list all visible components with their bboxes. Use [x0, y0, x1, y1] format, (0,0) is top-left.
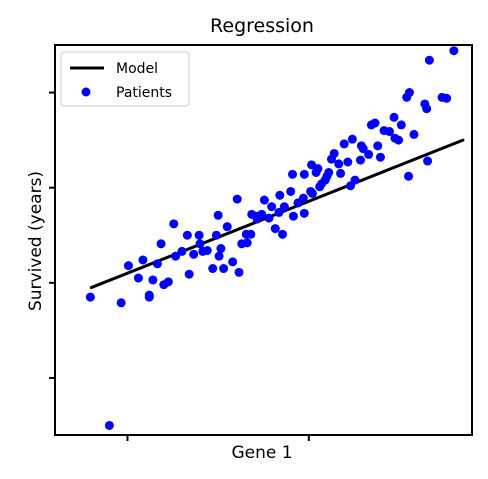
scatter-point	[334, 159, 344, 169]
scatter-point	[422, 104, 432, 114]
scatter-point	[232, 194, 242, 204]
scatter-point	[228, 257, 238, 267]
scatter-point	[234, 267, 244, 277]
scatter-point	[156, 239, 166, 249]
scatter-point	[104, 420, 114, 430]
scatter-point	[288, 169, 298, 179]
scatter-point	[274, 207, 284, 217]
scatter-point	[347, 134, 357, 144]
legend-patients-label: Patients	[116, 85, 172, 101]
scatter-point	[270, 224, 280, 234]
scatter-point	[373, 141, 383, 151]
scatter-point	[213, 210, 223, 220]
scatter-point	[336, 168, 346, 178]
scatter-point	[449, 46, 459, 56]
legend-patients-swatch	[81, 87, 91, 97]
scatter-point	[299, 169, 309, 179]
scatter-point	[123, 261, 133, 271]
scatter-point	[370, 118, 380, 128]
scatter-point	[195, 239, 205, 249]
scatter-point	[355, 155, 365, 165]
scatter-point	[182, 230, 192, 240]
scatter-point	[148, 275, 158, 285]
scatter-point	[279, 202, 289, 212]
tick-layer	[49, 91, 310, 441]
legend-box	[60, 51, 190, 107]
scatter-point	[288, 211, 298, 221]
scatter-point	[343, 157, 353, 167]
scatter-point	[389, 112, 399, 122]
scatter-point	[214, 251, 224, 261]
plot-layer	[85, 46, 465, 430]
scatter-point	[394, 135, 404, 145]
scatter-point	[198, 246, 208, 256]
scatter-point	[375, 152, 385, 162]
scatter-point	[404, 88, 414, 98]
scatter-point	[364, 149, 374, 159]
scatter-point	[350, 175, 360, 185]
scatter-point	[211, 230, 221, 240]
scatter-point	[286, 186, 296, 196]
scatter-point	[194, 230, 204, 240]
scatter-point	[177, 246, 187, 256]
scatter-point	[189, 249, 199, 259]
scatter-point	[219, 264, 229, 274]
scatter-point	[171, 251, 181, 261]
scatter-point	[404, 171, 414, 181]
scatter-point	[275, 190, 285, 200]
scatter-point	[339, 139, 349, 149]
scatter-point	[299, 208, 309, 218]
scatter-point	[216, 244, 226, 254]
scatter-point	[264, 213, 274, 223]
scatter-point	[442, 93, 452, 103]
scatter-point	[144, 292, 154, 302]
scatter-point	[237, 239, 247, 249]
scatter-point	[409, 129, 419, 139]
scatter-point	[396, 120, 406, 130]
scatter-point	[278, 229, 288, 239]
x-axis-label: Gene 1	[231, 443, 292, 463]
scatter-point	[329, 148, 339, 158]
scatter-point	[163, 277, 173, 287]
scatter-point	[208, 264, 218, 274]
scatter-point	[322, 171, 332, 181]
scatter-point	[85, 292, 95, 302]
plot-frame	[54, 44, 473, 436]
scatter-point	[116, 298, 126, 308]
y-axis-label: Survived (years)	[26, 171, 46, 311]
scatter-point	[252, 214, 262, 224]
scatter-point	[298, 193, 308, 203]
scatter-point	[307, 188, 317, 198]
scatter-point	[267, 202, 277, 212]
scatter-point	[169, 219, 179, 229]
scatter-point	[313, 164, 323, 174]
scatter-point	[356, 141, 366, 151]
scatter-point	[152, 259, 162, 269]
scatter-point	[133, 273, 143, 283]
chart-title: Regression	[210, 15, 314, 37]
scatter-point	[317, 179, 327, 189]
scatter-point	[423, 156, 433, 166]
scatter-point	[246, 229, 256, 239]
legend: Model Patients	[60, 51, 190, 107]
scatter-point	[385, 127, 395, 137]
scatter-point	[259, 195, 269, 205]
scatter-point	[222, 222, 232, 232]
scatter-point	[138, 255, 148, 265]
scatter-point	[424, 55, 434, 65]
scatter-point	[184, 269, 194, 279]
legend-model-label: Model	[116, 61, 158, 77]
